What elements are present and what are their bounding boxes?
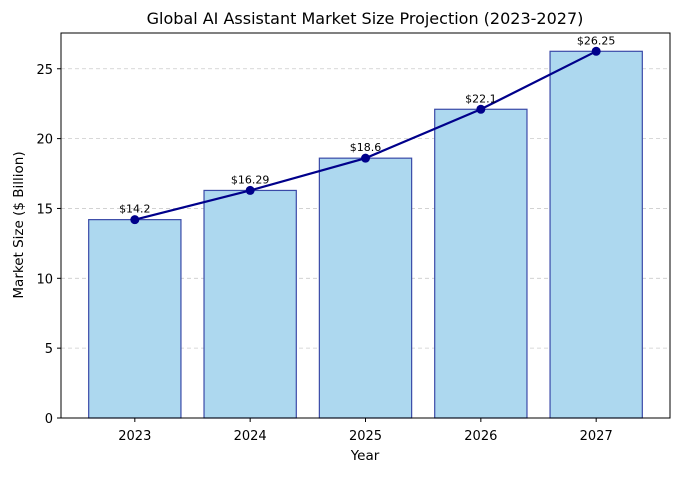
y-tick-label: 0 <box>45 412 53 427</box>
x-tick-label: 2023 <box>118 429 151 444</box>
bar-2026 <box>434 108 528 419</box>
trend-point-2023 <box>130 215 140 225</box>
data-label: $22.1 <box>465 92 497 105</box>
data-label: $26.25 <box>577 34 616 47</box>
y-tick-label: 25 <box>36 63 53 78</box>
x-tick-label: 2026 <box>464 429 497 444</box>
x-tick-label: 2025 <box>349 429 382 444</box>
y-axis-label: Market Size ($ Billion) <box>11 151 27 298</box>
data-label: $14.2 <box>119 203 151 216</box>
data-label: $16.29 <box>231 173 270 186</box>
plot-frame <box>60 32 671 419</box>
trend-point-2025 <box>361 153 370 163</box>
chart-title: Global AI Assistant Market Size Projecti… <box>147 9 584 28</box>
trend-point-2026 <box>476 104 486 114</box>
y-tick-label: 5 <box>45 342 53 357</box>
y-tick-label: 20 <box>36 133 53 148</box>
y-tick-label: 15 <box>36 202 53 217</box>
bar-2023 <box>88 219 182 419</box>
bar-2025 <box>318 157 413 419</box>
x-axis-label: Year <box>350 448 380 464</box>
bar-2027 <box>549 50 643 419</box>
bar-2024 <box>203 189 297 419</box>
trend-point-2027 <box>591 46 601 56</box>
x-tick-label: 2024 <box>234 429 267 444</box>
trend-point-2024 <box>245 185 255 195</box>
data-label: $18.6 <box>350 141 382 154</box>
x-tick-label: 2027 <box>580 429 613 444</box>
y-tick-label: 10 <box>36 272 53 287</box>
